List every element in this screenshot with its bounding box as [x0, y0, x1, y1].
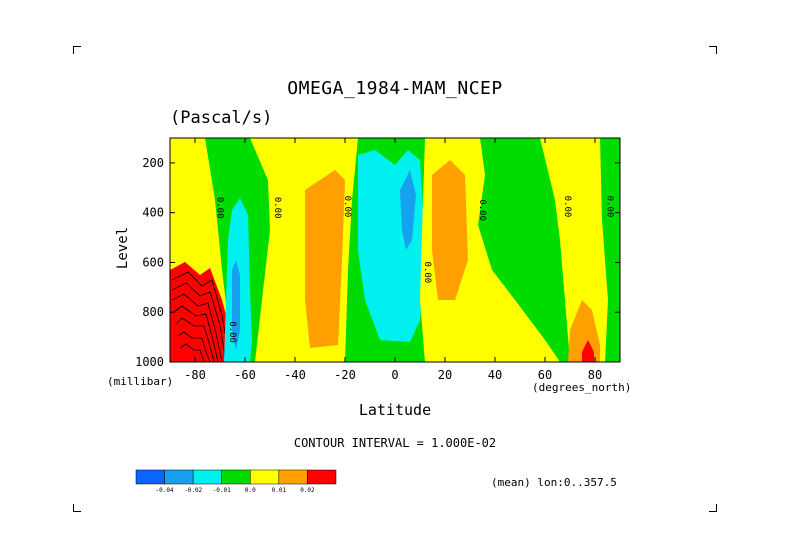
colorbar-swatch [307, 469, 337, 485]
region-arctic-max [582, 340, 594, 362]
colorbar-label: 0.0 [245, 487, 256, 494]
colorbar-label: 0.01 [272, 487, 287, 494]
x-tick-label: 20 [438, 368, 452, 382]
contour-label: 0.00 [215, 197, 225, 219]
chart-subtitle: (Pascal/s) [170, 108, 273, 128]
x-axis-label: Latitude [358, 401, 432, 419]
y-tick-label: 400 [142, 206, 164, 220]
contour-label: 0.00 [272, 197, 282, 219]
y-tick-label: 200 [142, 156, 164, 170]
region-subpolar-south-core [232, 260, 240, 350]
region-northern-subtropics-core [432, 160, 468, 300]
crop-mark-bottom-left [73, 504, 81, 512]
colorbar-swatch [135, 469, 165, 485]
contour-label: 0.00 [477, 199, 487, 221]
x-tick-label: -40 [284, 368, 306, 382]
colorbar-label: -0.01 [213, 487, 231, 494]
colorbar-label: -0.02 [184, 487, 202, 494]
region-far-north-negative [606, 138, 620, 362]
colorbar-swatch [221, 469, 251, 485]
x-tick-label: 40 [488, 368, 502, 382]
colorbar: -0.04 -0.02 -0.01 0.0 0.01 0.02 [135, 469, 337, 494]
crop-mark-bottom-right [709, 504, 717, 512]
contour-label: 0.00 [605, 196, 615, 218]
chart-title: OMEGA_1984-MAM_NCEP [287, 78, 503, 99]
region-arctic-positive [540, 138, 608, 362]
dense-contours [171, 271, 231, 362]
crop-mark-top-left [73, 46, 81, 54]
y-axis-ticks: 200 400 600 800 1000 [135, 156, 620, 369]
x-tick-label: -80 [184, 368, 206, 382]
y-tick-label: 800 [142, 305, 164, 319]
colorbar-label: -0.04 [156, 487, 174, 494]
contour-label: 0.00 [562, 196, 572, 218]
x-tick-label: 60 [538, 368, 552, 382]
region-equatorial-ascent-core [400, 170, 416, 250]
mean-note: (mean) lon:0..357.5 [491, 476, 617, 489]
contour-label: 0.00 [227, 321, 237, 343]
colorbar-label: 0.02 [300, 487, 315, 494]
colorbar-swatch [250, 469, 280, 485]
contour-labels: 0.00 0.00 0.00 0.00 0.00 0.00 0.00 0.00 [215, 196, 615, 343]
colorbar-swatch [278, 469, 308, 485]
colorbar-swatch [164, 469, 194, 485]
x-tick-label: 80 [588, 368, 602, 382]
x-axis-unit: (degrees_north) [532, 381, 632, 394]
region-arctic-core [568, 300, 600, 362]
x-tick-label: -20 [334, 368, 356, 382]
x-tick-label: 0 [391, 368, 398, 382]
crop-mark-top-right [709, 46, 717, 54]
contour-label: 0.00 [342, 196, 352, 218]
colorbar-swatch [192, 469, 222, 485]
contour-field [170, 138, 620, 362]
x-axis-ticks: -80 -60 -40 -20 0 20 40 60 80 [184, 138, 602, 382]
region-southern-subtropics-core [305, 170, 345, 348]
region-south-pole-strong [170, 262, 236, 362]
y-axis-unit: (millibar) [107, 375, 174, 388]
contour-interval-note: CONTOUR INTERVAL = 1.000E-02 [293, 436, 497, 450]
contour-label: 0.00 [422, 262, 432, 284]
x-tick-label: -60 [234, 368, 256, 382]
y-tick-label: 600 [142, 255, 164, 269]
y-tick-label: 1000 [135, 355, 164, 369]
